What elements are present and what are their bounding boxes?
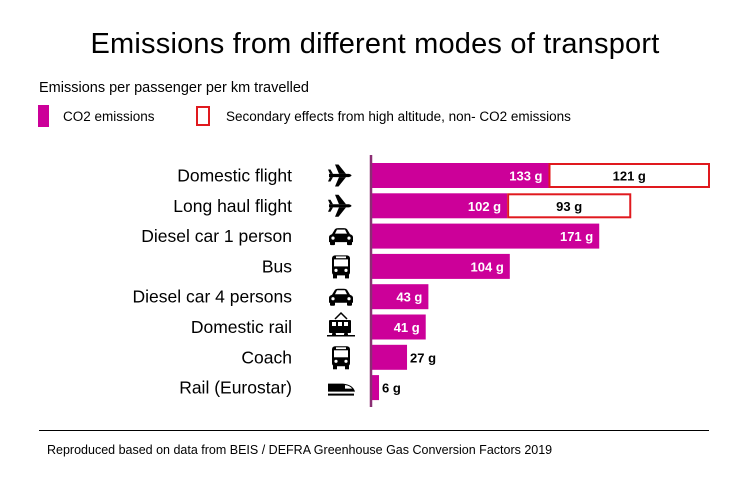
data-label-co2: 104 g: [471, 259, 504, 274]
data-label-co2: 133 g: [509, 169, 542, 184]
bus-icon: [332, 255, 350, 279]
data-label-co2: 171 g: [560, 229, 593, 244]
bus-wheel-right: [345, 365, 349, 370]
category-label: Domestic rail: [191, 317, 292, 337]
car-body: [329, 288, 353, 303]
legend-secondary-swatch: [196, 106, 210, 126]
category-label: Long haul flight: [173, 196, 292, 216]
hst-window: [345, 385, 352, 389]
bar-co2: [371, 223, 600, 249]
car-window: [335, 229, 347, 234]
car-wheel-left: [330, 241, 335, 246]
high-speed-train-icon: [328, 383, 355, 396]
bus-light-left: [334, 268, 338, 272]
airplane-tail: [328, 169, 333, 182]
bar-co2: [371, 314, 426, 340]
chart-title: Emissions from different modes of transp…: [90, 28, 660, 60]
car-icon: [329, 288, 353, 306]
legend-co2-label: CO2 emissions: [63, 108, 155, 124]
airplane-icon: [328, 164, 352, 187]
data-label-co2: 43 g: [396, 290, 422, 305]
chart-subtitle: Emissions per passenger per km travelled: [39, 80, 309, 96]
bus-wheel-left: [333, 274, 337, 279]
airplane-fuselage: [329, 204, 352, 208]
category-label: Coach: [241, 347, 292, 367]
car-body: [329, 228, 353, 243]
bar-secondary: [548, 163, 710, 188]
category-label: Bus: [262, 256, 292, 276]
bar-co2: [371, 344, 408, 370]
airplane-wings: [335, 194, 346, 217]
bar-co2: [371, 375, 380, 401]
train-window-3: [344, 322, 348, 326]
footer-divider: [39, 430, 709, 431]
car-light-right: [347, 236, 351, 240]
hst-rail: [328, 393, 354, 396]
bus-light-right: [344, 268, 348, 272]
legend-secondary: Secondary effects from high altitude, no…: [196, 104, 571, 128]
train-wheel-right: [344, 332, 348, 337]
car-wheel-left: [330, 301, 335, 306]
train-rail: [327, 335, 355, 337]
train-wheel-left: [332, 332, 336, 337]
airplane-wings: [335, 164, 346, 187]
bus-window: [334, 350, 348, 358]
bar-co2: [371, 193, 508, 219]
bar-co2: [371, 163, 549, 188]
bus-wheel-left: [333, 365, 337, 370]
car-light-left: [331, 297, 335, 301]
car-icon: [329, 228, 353, 246]
hst-body: [328, 383, 355, 392]
train-window-2: [338, 322, 342, 326]
car-window: [335, 290, 347, 295]
data-label-co2: 27 g: [410, 350, 436, 365]
train-window-1: [332, 322, 336, 326]
data-label-co2: 102 g: [468, 199, 501, 214]
data-label-secondary: 93 g: [556, 199, 582, 214]
bar-co2: [371, 253, 510, 279]
legend-secondary-label: Secondary effects from high altitude, no…: [226, 108, 571, 124]
bar-co2: [371, 284, 429, 310]
bus-sign: [336, 256, 346, 259]
data-label-co2: 6 g: [382, 381, 401, 396]
airplane-icon: [328, 194, 352, 217]
coach-icon: [332, 346, 350, 370]
train-body: [329, 320, 351, 333]
airplane-tail: [328, 199, 333, 212]
train-pantograph: [334, 311, 348, 320]
data-label-secondary: 121 g: [613, 169, 646, 184]
airplane-fuselage: [329, 173, 352, 178]
category-label: Diesel car 1 person: [141, 226, 292, 246]
bus-light-left: [334, 359, 338, 363]
car-light-left: [331, 236, 335, 240]
data-label-co2: 41 g: [394, 320, 420, 335]
bus-light-right: [344, 359, 348, 363]
bus-sign: [336, 347, 346, 350]
category-label: Diesel car 4 persons: [132, 287, 292, 307]
category-label: Domestic flight: [177, 166, 292, 186]
category-label: Rail (Eurostar): [179, 378, 292, 398]
source-note: Reproduced based on data from BEIS / DEF…: [47, 443, 553, 457]
bar-secondary: [507, 193, 632, 219]
car-wheel-right: [347, 241, 352, 246]
bus-wheel-right: [345, 274, 349, 279]
car-light-right: [347, 297, 351, 301]
legend-co2-swatch: [38, 105, 49, 127]
bus-window: [334, 259, 348, 267]
train-icon: [327, 311, 355, 337]
car-wheel-right: [347, 301, 352, 306]
legend-co2: CO2 emissions: [38, 104, 155, 128]
